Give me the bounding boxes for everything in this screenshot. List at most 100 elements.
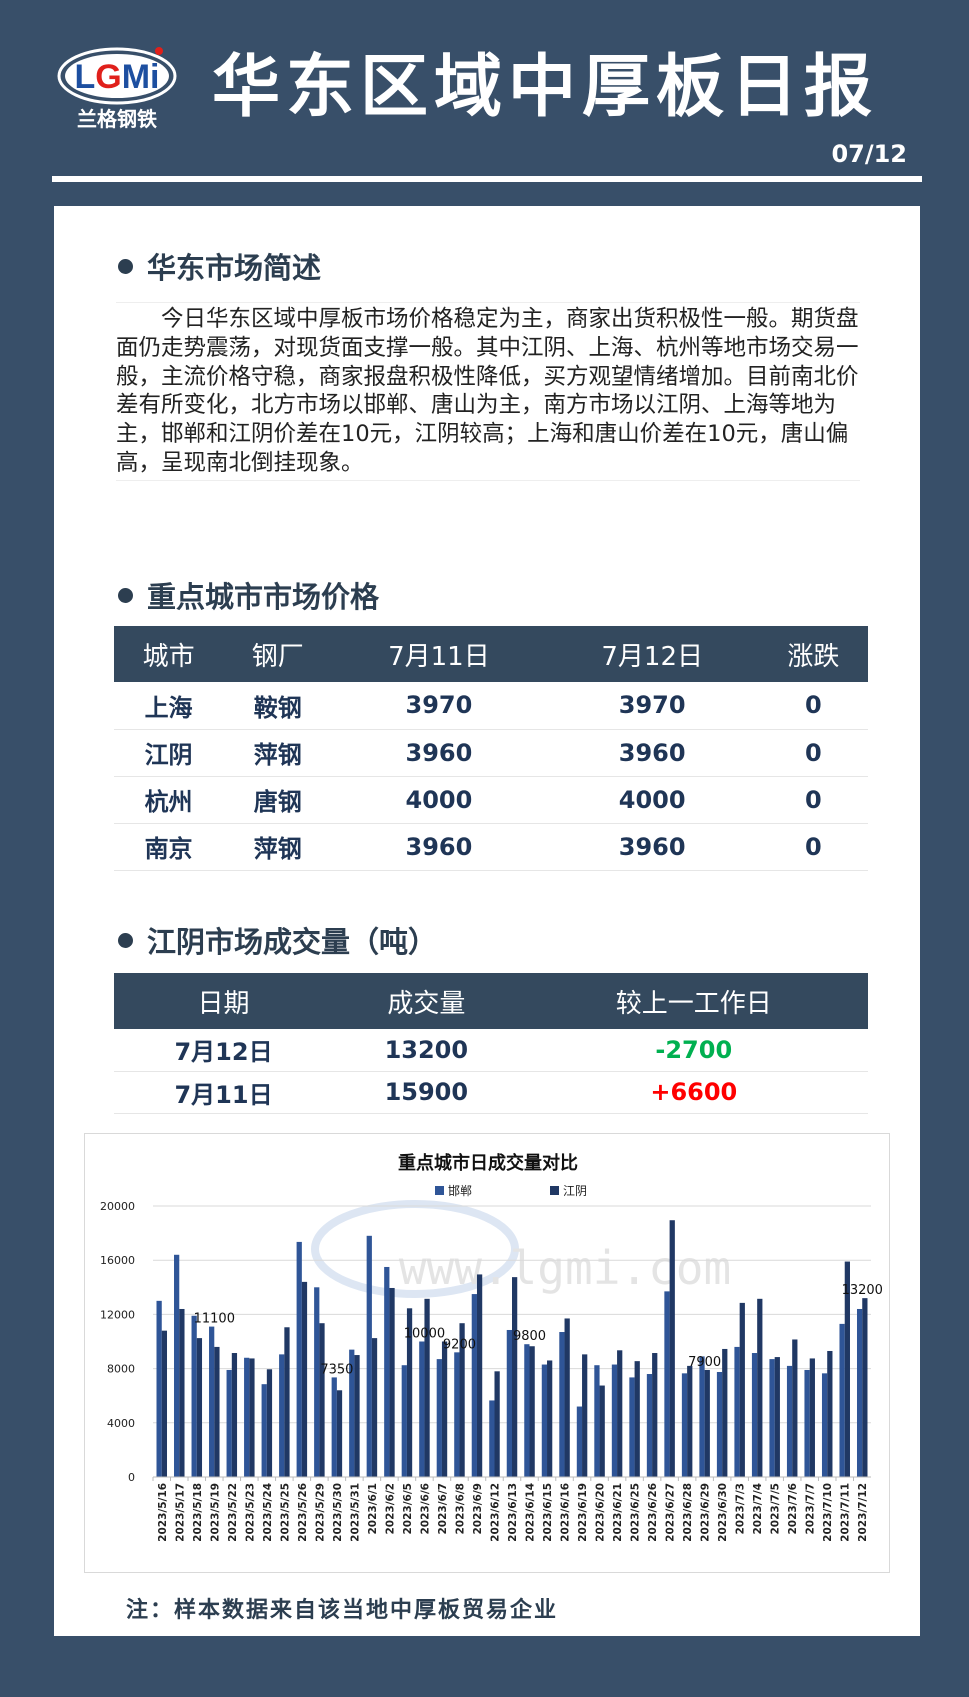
- bar-jiangyin: [441, 1341, 448, 1477]
- data-label: 13200: [842, 1283, 883, 1298]
- x-tick-label: 2023/6/16: [560, 1483, 572, 1542]
- x-tick-label: 2023/7/5: [770, 1483, 782, 1535]
- bar-handan: [664, 1291, 670, 1477]
- table-cell: 3960: [332, 823, 546, 871]
- bar-jiangyin: [512, 1277, 518, 1477]
- bar-handan: [471, 1294, 477, 1477]
- bar-jiangyin: [214, 1346, 220, 1477]
- report-date: 07/12: [831, 140, 907, 168]
- bar-jiangyin: [266, 1369, 273, 1477]
- lgmi-logo: LGMi 兰格钢铁: [55, 44, 185, 134]
- bar-jiangyin: [704, 1369, 710, 1477]
- x-tick-label: 2023/5/23: [244, 1483, 256, 1542]
- bar-jiangyin: [687, 1365, 693, 1477]
- bar-jiangyin: [179, 1308, 185, 1477]
- x-tick-label: 2023/6/15: [542, 1483, 554, 1542]
- table-cell: 3960: [332, 729, 546, 777]
- bar-jiangyin: [231, 1353, 238, 1477]
- bar-handan: [594, 1365, 600, 1477]
- bar-jiangyin: [617, 1350, 623, 1477]
- bar-jiangyin: [652, 1353, 658, 1477]
- x-tick-label: 2023/5/25: [279, 1483, 291, 1542]
- bar-jiangyin: [774, 1357, 780, 1477]
- bar-handan: [296, 1241, 302, 1477]
- bar-jiangyin: [319, 1323, 325, 1477]
- table-cell: 4000: [332, 776, 546, 824]
- prices-heading-text: 重点城市市场价格: [147, 580, 380, 614]
- data-label: 9200: [443, 1337, 476, 1352]
- bar-handan: [366, 1235, 372, 1477]
- bar-jiangyin: [459, 1323, 465, 1477]
- bar-jiangyin: [301, 1281, 308, 1477]
- bar-jiangyin: [354, 1355, 360, 1477]
- data-label: 10000: [404, 1327, 445, 1342]
- bar-handan: [419, 1341, 425, 1477]
- x-tick-label: 2023/7/7: [805, 1483, 817, 1535]
- bar-handan: [559, 1332, 565, 1477]
- x-tick-label: 2023/7/6: [787, 1483, 799, 1535]
- watermark-text: www.lgmi.com: [399, 1241, 731, 1295]
- table-cell: 萍钢: [223, 729, 333, 777]
- cell-volume: 13200: [333, 1029, 520, 1072]
- bar-handan: [804, 1369, 810, 1477]
- y-tick-label: 12000: [100, 1308, 135, 1321]
- bar-handan: [261, 1384, 267, 1477]
- x-tick-label: 2023/6/13: [507, 1483, 519, 1542]
- bar-jiangyin: [669, 1220, 675, 1477]
- table-cell: 3960: [545, 729, 759, 777]
- bar-jiangyin: [582, 1354, 588, 1477]
- x-tick-label: 2023/7/4: [752, 1483, 764, 1535]
- x-tick-label: 2023/5/16: [157, 1483, 169, 1542]
- legend-swatch: [435, 1186, 444, 1195]
- bullet-icon: [118, 587, 133, 603]
- bar-jiangyin: [634, 1361, 640, 1477]
- bar-jiangyin: [739, 1302, 745, 1477]
- data-label: 9800: [513, 1329, 546, 1344]
- table-cell: 3970: [332, 682, 546, 730]
- table-cell: 杭州: [114, 776, 224, 824]
- bar-handan: [314, 1287, 320, 1477]
- x-tick-label: 2023/5/22: [227, 1483, 239, 1542]
- x-tick-label: 2023/5/26: [297, 1483, 309, 1542]
- bar-jiangyin: [599, 1385, 605, 1477]
- table-cell: 0: [758, 823, 868, 871]
- bar-handan: [629, 1377, 635, 1477]
- bar-jiangyin: [424, 1298, 430, 1477]
- y-tick-label: 16000: [100, 1254, 135, 1267]
- table-row: 杭州 唐钢 4000 4000 0: [114, 776, 868, 824]
- cell-change: +6600: [519, 1071, 868, 1114]
- bar-handan: [524, 1344, 530, 1477]
- summary-text: 今日华东区域中厚板市场价格稳定为主，商家出货积极性一般。期货盘面仍走势震荡，对现…: [116, 302, 860, 481]
- x-tick-label: 2023/6/9: [472, 1483, 484, 1535]
- x-tick-label: 2023/5/19: [209, 1483, 221, 1542]
- table-cell: 唐钢: [223, 776, 333, 824]
- footer-note: 注：样本数据来自该当地中厚板贸易企业: [126, 1598, 559, 1623]
- table-cell: 南京: [114, 823, 224, 871]
- table-row: 7月12日 13200 -2700: [114, 1029, 868, 1072]
- chart-svg: 重点城市日成交量对比 www.lgmi.com 0 4000 8000 12000 1600…: [100, 1152, 883, 1542]
- x-tick-label: 2023/5/31: [349, 1483, 361, 1542]
- bar-jiangyin: [529, 1346, 535, 1477]
- col-header: 7月12日: [545, 626, 759, 682]
- table-cell: 萍钢: [223, 823, 333, 871]
- bar-handan: [786, 1365, 793, 1477]
- table-cell: 3960: [545, 823, 759, 871]
- table-cell: 上海: [114, 682, 224, 730]
- table-cell: 0: [758, 729, 868, 777]
- y-tick-label: 20000: [100, 1200, 135, 1213]
- cell-change: -2700: [519, 1029, 868, 1072]
- bar-handan: [226, 1369, 232, 1477]
- bar-handan: [191, 1315, 197, 1477]
- bar-jiangyin: [406, 1308, 413, 1477]
- volume-table: 日期 成交量 较上一工作日 7月12日 13200 -2700 7月11日 15900 +6…: [114, 973, 868, 1114]
- volume-heading: 江阴市场成交量（吨）: [118, 919, 437, 961]
- bar-jiangyin: [809, 1358, 815, 1477]
- bar-handan: [489, 1400, 495, 1477]
- bar-handan: [454, 1352, 460, 1477]
- bar-jiangyin: [862, 1298, 868, 1477]
- table-cell: 鞍钢: [223, 682, 333, 730]
- bar-jiangyin: [827, 1350, 833, 1477]
- bullet-icon: [118, 932, 133, 948]
- bullet-icon: [118, 258, 133, 274]
- bar-jiangyin: [476, 1274, 483, 1477]
